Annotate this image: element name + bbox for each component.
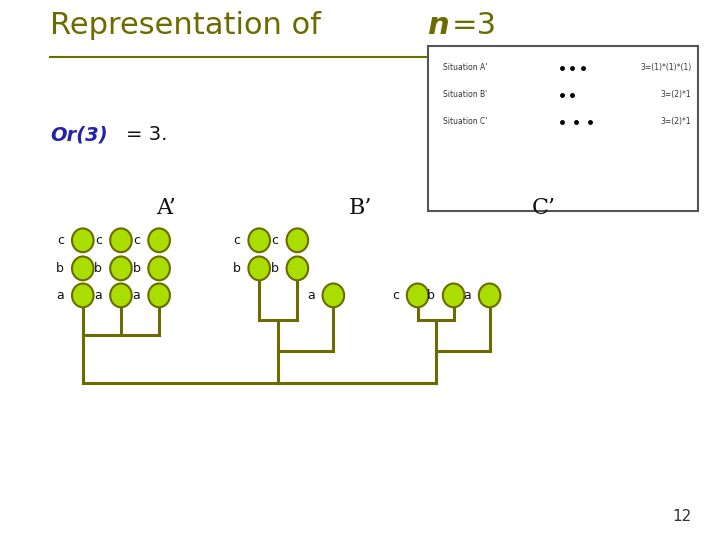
Text: B’: B’ <box>348 197 372 219</box>
Ellipse shape <box>148 256 170 280</box>
Text: A’: A’ <box>156 197 176 219</box>
Text: b: b <box>56 262 64 275</box>
Ellipse shape <box>110 228 132 252</box>
FancyBboxPatch shape <box>428 46 698 211</box>
Ellipse shape <box>248 256 270 280</box>
Ellipse shape <box>72 284 94 307</box>
Ellipse shape <box>72 228 94 252</box>
Text: c: c <box>95 234 102 247</box>
Text: a: a <box>463 289 471 302</box>
Text: c: c <box>392 289 399 302</box>
Text: =3: =3 <box>452 11 498 40</box>
Text: b: b <box>427 289 435 302</box>
Text: a: a <box>94 289 102 302</box>
Text: c: c <box>271 234 279 247</box>
Text: Or(3): Or(3) <box>50 125 108 145</box>
Text: n: n <box>427 11 449 40</box>
Text: C’: C’ <box>531 197 556 219</box>
Text: a: a <box>132 289 140 302</box>
Ellipse shape <box>110 256 132 280</box>
Text: 3=(1)*(1)*(1): 3=(1)*(1)*(1) <box>640 63 691 72</box>
Ellipse shape <box>287 228 308 252</box>
Ellipse shape <box>287 256 308 280</box>
Text: Situation A': Situation A' <box>443 63 487 72</box>
Text: Situation B': Situation B' <box>443 90 487 99</box>
Ellipse shape <box>443 284 464 307</box>
Ellipse shape <box>248 228 270 252</box>
Text: Representation of: Representation of <box>50 11 331 40</box>
Text: Situation C': Situation C' <box>443 117 487 126</box>
Text: b: b <box>132 262 140 275</box>
Text: c: c <box>233 234 240 247</box>
Text: = 3.: = 3. <box>126 125 167 145</box>
Text: b: b <box>94 262 102 275</box>
Text: 3=(2)*1: 3=(2)*1 <box>660 90 691 99</box>
Ellipse shape <box>323 284 344 307</box>
Ellipse shape <box>407 284 428 307</box>
Text: 12: 12 <box>672 509 691 524</box>
Text: a: a <box>307 289 315 302</box>
Text: a: a <box>56 289 64 302</box>
Text: c: c <box>133 234 140 247</box>
Ellipse shape <box>148 228 170 252</box>
Ellipse shape <box>148 284 170 307</box>
Text: b: b <box>271 262 279 275</box>
Ellipse shape <box>479 284 500 307</box>
Ellipse shape <box>110 284 132 307</box>
Text: 3=(2)*1: 3=(2)*1 <box>660 117 691 126</box>
Text: c: c <box>57 234 64 247</box>
Ellipse shape <box>72 256 94 280</box>
Text: b: b <box>233 262 240 275</box>
